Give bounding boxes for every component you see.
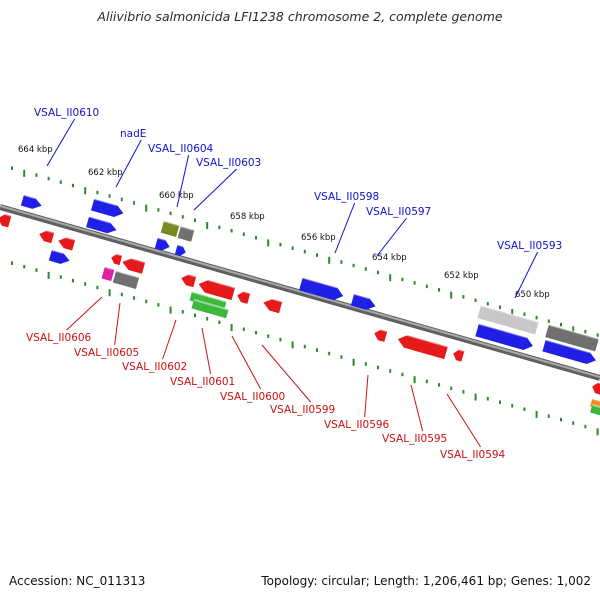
gene-feature bbox=[90, 197, 124, 217]
gene-label-bottom: VSAL_II0595 bbox=[382, 433, 447, 445]
gene-feature bbox=[20, 194, 42, 209]
scale-labels: 664 kbp 662 kbp 660 kbp 658 kbp 656 kbp 654 k… bbox=[18, 145, 550, 300]
accession-text: Accession: NC_011313 bbox=[9, 574, 146, 588]
leader-line bbox=[193, 168, 237, 211]
gene-label-bottom: VSAL_II0605 bbox=[74, 347, 139, 359]
label-leaders bbox=[46, 118, 539, 448]
kbp-label: 664 kbp bbox=[18, 145, 53, 155]
kbp-label: 662 kbp bbox=[88, 168, 123, 178]
gene-label-top: VSAL_II0598 bbox=[314, 191, 379, 203]
gene-feature bbox=[542, 338, 596, 364]
gene-feature bbox=[592, 380, 600, 395]
leader-line bbox=[410, 384, 424, 432]
gene-label-top: VSAL_II0610 bbox=[34, 107, 99, 119]
kbp-label: 650 kbp bbox=[515, 290, 550, 300]
chromosome-backbone-highlight bbox=[0, 205, 600, 378]
gene-label-bottom: VSAL_II0596 bbox=[324, 419, 390, 431]
gene-feature bbox=[477, 304, 539, 335]
kbp-label: 658 kbp bbox=[230, 212, 265, 222]
leader-line bbox=[514, 251, 539, 299]
gene-feature bbox=[263, 295, 283, 314]
inner-tick-ring bbox=[11, 261, 599, 436]
gene-feature bbox=[545, 323, 600, 352]
gene-feature bbox=[111, 251, 123, 266]
gene-label-bottom: VSAL_II0606 bbox=[26, 332, 92, 344]
gene-feature bbox=[350, 292, 376, 310]
gene-feature bbox=[174, 243, 186, 256]
leader-line bbox=[46, 118, 76, 167]
gene-feature bbox=[112, 269, 140, 290]
kbp-label: 656 kbp bbox=[301, 233, 336, 243]
leader-line bbox=[162, 319, 177, 360]
gene-feature bbox=[86, 215, 117, 234]
gene-feature bbox=[48, 249, 70, 264]
leader-line bbox=[176, 154, 190, 208]
leader-line bbox=[114, 302, 121, 346]
gene-feature bbox=[453, 347, 465, 362]
gene-feature bbox=[58, 234, 76, 251]
gene-label-top: VSAL_II0604 bbox=[148, 143, 214, 155]
gene-feature bbox=[160, 220, 180, 237]
gene-feature bbox=[189, 290, 227, 311]
gene-feature bbox=[191, 298, 229, 319]
topology-summary: Topology: circular; Length: 1,206,461 bp… bbox=[261, 574, 591, 588]
gene-label-top: nadE bbox=[120, 128, 146, 140]
leader-line bbox=[376, 217, 408, 257]
leader-line bbox=[446, 393, 482, 448]
gene-label-top: VSAL_II0603 bbox=[196, 157, 261, 169]
gene-feature bbox=[475, 322, 533, 351]
gene-feature bbox=[181, 271, 197, 288]
gene-feature bbox=[177, 225, 195, 242]
leader-line bbox=[201, 327, 212, 375]
gene-feature bbox=[397, 331, 449, 360]
kbp-label: 654 kbp bbox=[372, 253, 407, 263]
gene-label-bottom: VSAL_II0602 bbox=[122, 361, 187, 373]
gene-feature bbox=[0, 211, 12, 228]
gene-label-bottom: VSAL_II0594 bbox=[440, 449, 506, 461]
gene-feature bbox=[39, 227, 55, 244]
leader-line bbox=[231, 335, 262, 390]
leader-line bbox=[115, 139, 142, 188]
gene-feature bbox=[374, 327, 388, 342]
kbp-label: 660 kbp bbox=[159, 191, 194, 201]
gene-feature bbox=[101, 265, 115, 282]
gene-feature bbox=[299, 276, 344, 301]
gene-feature bbox=[590, 403, 600, 416]
gene-feature bbox=[198, 276, 236, 301]
gene-feature bbox=[237, 289, 251, 304]
gene-label-bottom: VSAL_II0599 bbox=[270, 404, 335, 416]
leader-line bbox=[66, 296, 103, 331]
gene-label-bottom: VSAL_II0600 bbox=[220, 391, 285, 403]
gene-label-top: VSAL_II0593 bbox=[497, 240, 562, 252]
gene-feature bbox=[154, 236, 170, 251]
map-title: Aliivibrio salmonicida LFI1238 chromosom… bbox=[97, 9, 503, 24]
gene-label-bottom: VSAL_II0601 bbox=[170, 376, 235, 388]
feature-track bbox=[0, 194, 600, 416]
gene-label-top: VSAL_II0597 bbox=[366, 206, 431, 218]
gene-feature bbox=[122, 255, 146, 274]
leader-line bbox=[364, 374, 369, 418]
kbp-label: 652 kbp bbox=[444, 271, 479, 281]
leader-line bbox=[261, 344, 312, 403]
leader-line bbox=[334, 202, 356, 254]
